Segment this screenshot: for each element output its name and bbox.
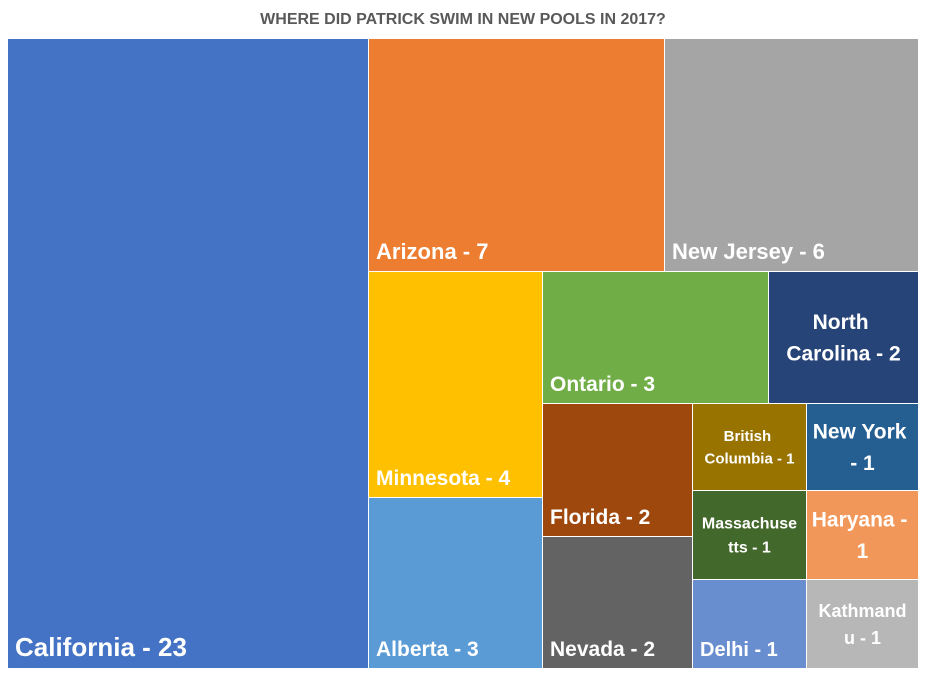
treemap-tile — [693, 580, 806, 668]
treemap-tile — [807, 580, 918, 668]
data-label: Delhi - 1 — [700, 639, 778, 661]
data-label: North Carolina - 2 — [786, 311, 900, 366]
treemap-tile — [807, 491, 918, 579]
treemap-tile — [369, 39, 664, 271]
data-label: Kathmand u - 1 — [818, 601, 906, 648]
treemap-tile — [543, 537, 692, 668]
treemap-tile — [693, 404, 806, 490]
treemap-tile — [769, 272, 918, 403]
treemap-tile — [369, 498, 542, 668]
chart-title: WHERE DID PATRICK SWIM IN NEW POOLS IN 2… — [260, 11, 666, 28]
treemap-tile — [693, 491, 806, 579]
data-label: New Jersey - 6 — [672, 239, 825, 264]
treemap-tile — [665, 39, 918, 271]
data-label: Haryana - 1 — [812, 509, 914, 564]
treemap-tile — [8, 39, 368, 668]
treemap-tile — [543, 404, 692, 536]
treemap-tile — [369, 272, 542, 497]
data-label: California - 23 — [15, 632, 187, 662]
data-label: Florida - 2 — [550, 506, 650, 529]
data-label: Minnesota - 4 — [376, 467, 511, 490]
data-label: Ontario - 3 — [550, 373, 655, 396]
treemap-tile — [543, 272, 768, 403]
treemap-tile — [807, 404, 918, 490]
data-label: British Columbia - 1 — [704, 428, 794, 468]
data-label: Arizona - 7 — [376, 239, 488, 264]
data-label: Massachuse tts - 1 — [702, 516, 797, 557]
data-label: Alberta - 3 — [376, 638, 479, 661]
data-label: New York - 1 — [813, 421, 913, 476]
data-label: Nevada - 2 — [550, 638, 655, 661]
